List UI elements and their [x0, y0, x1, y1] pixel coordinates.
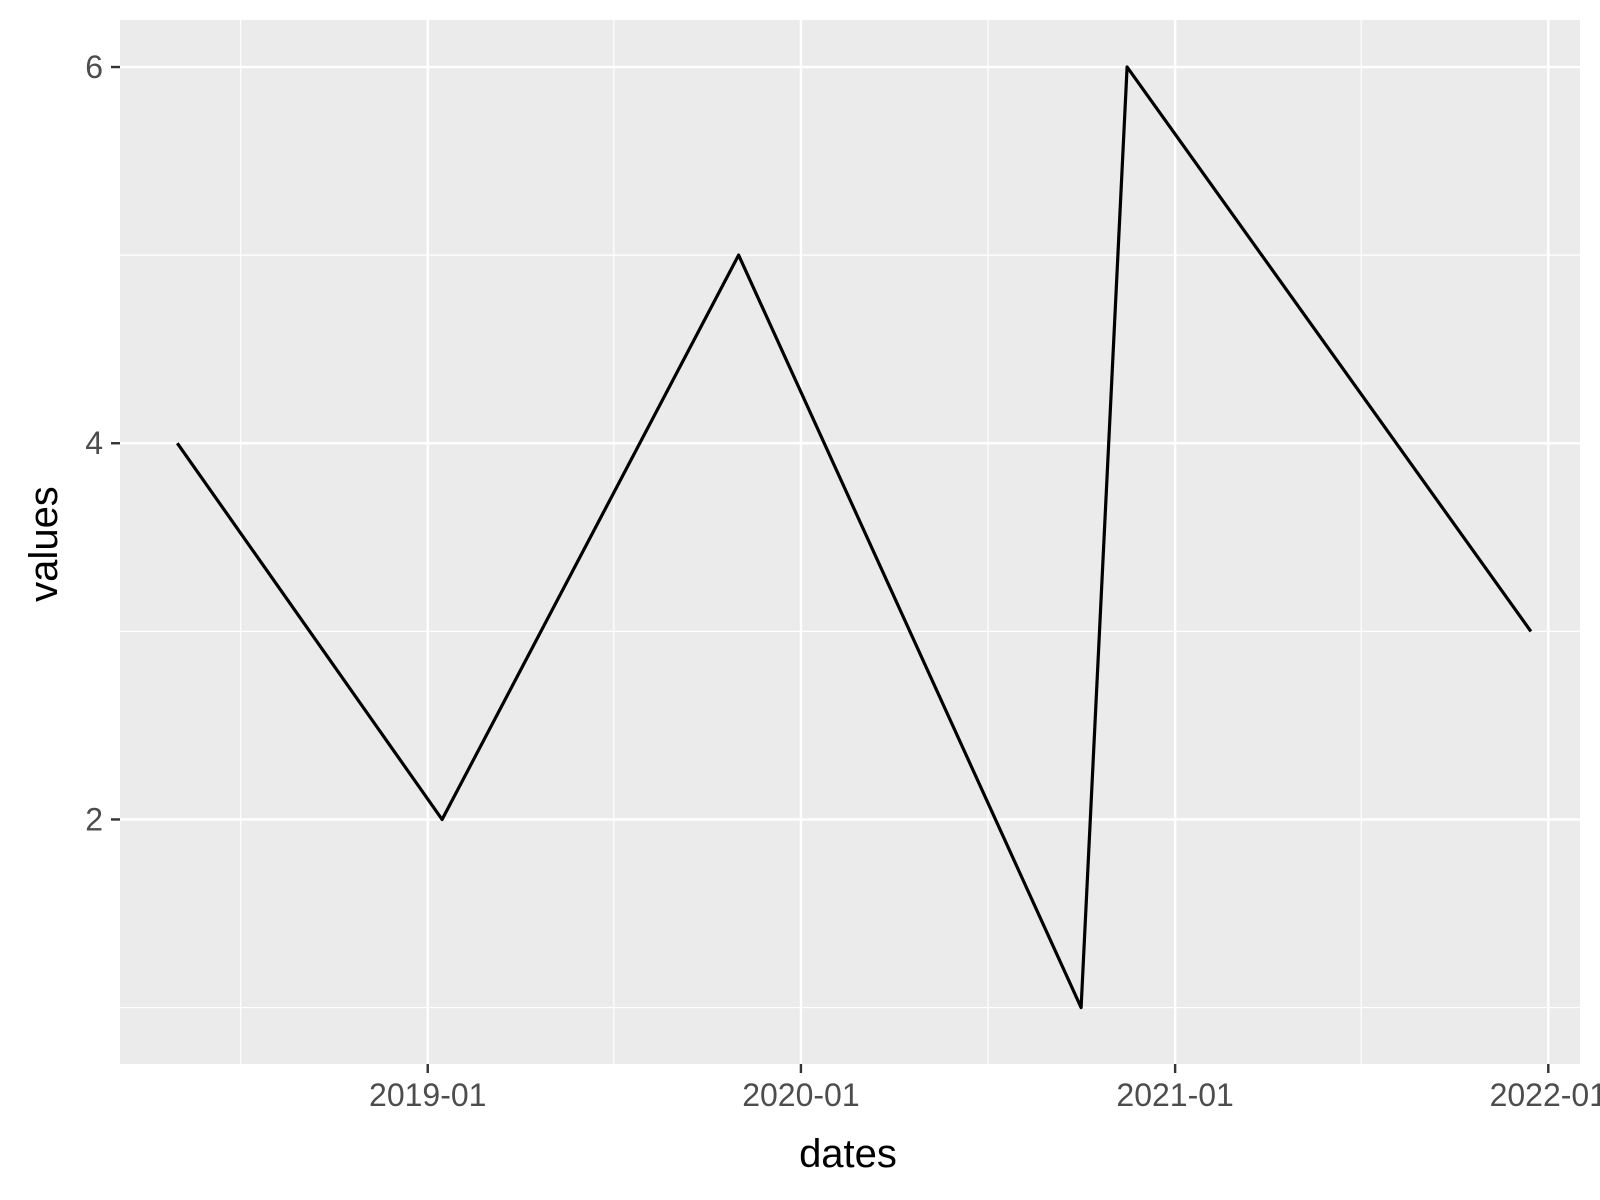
x-tick-label: 2020-01: [742, 1077, 859, 1113]
series-layer: [175, 65, 1533, 1010]
x-axis-title: dates: [799, 1132, 897, 1176]
minor-gridlines-y: [120, 254, 1580, 1009]
plot-panel: [120, 20, 1580, 1064]
y-tick-label: 4: [85, 425, 103, 461]
y-axis-title: values: [22, 486, 66, 602]
series-line: [175, 65, 1533, 1010]
major-gridlines-x: [426, 20, 1550, 1064]
minor-gridlines-x: [240, 20, 1362, 1064]
x-axis: 2019-01 2020-01 2021-01 2022-01: [369, 1064, 1600, 1113]
y-tick-label: 6: [85, 49, 103, 85]
x-tick-label: 2019-01: [369, 1077, 486, 1113]
major-gridlines-y: [120, 65, 1580, 821]
y-axis: 2 4 6: [85, 49, 120, 837]
y-tick-label: 2: [85, 801, 103, 837]
x-tick-label: 2022-01: [1490, 1077, 1600, 1113]
x-tick-label: 2021-01: [1116, 1077, 1233, 1113]
